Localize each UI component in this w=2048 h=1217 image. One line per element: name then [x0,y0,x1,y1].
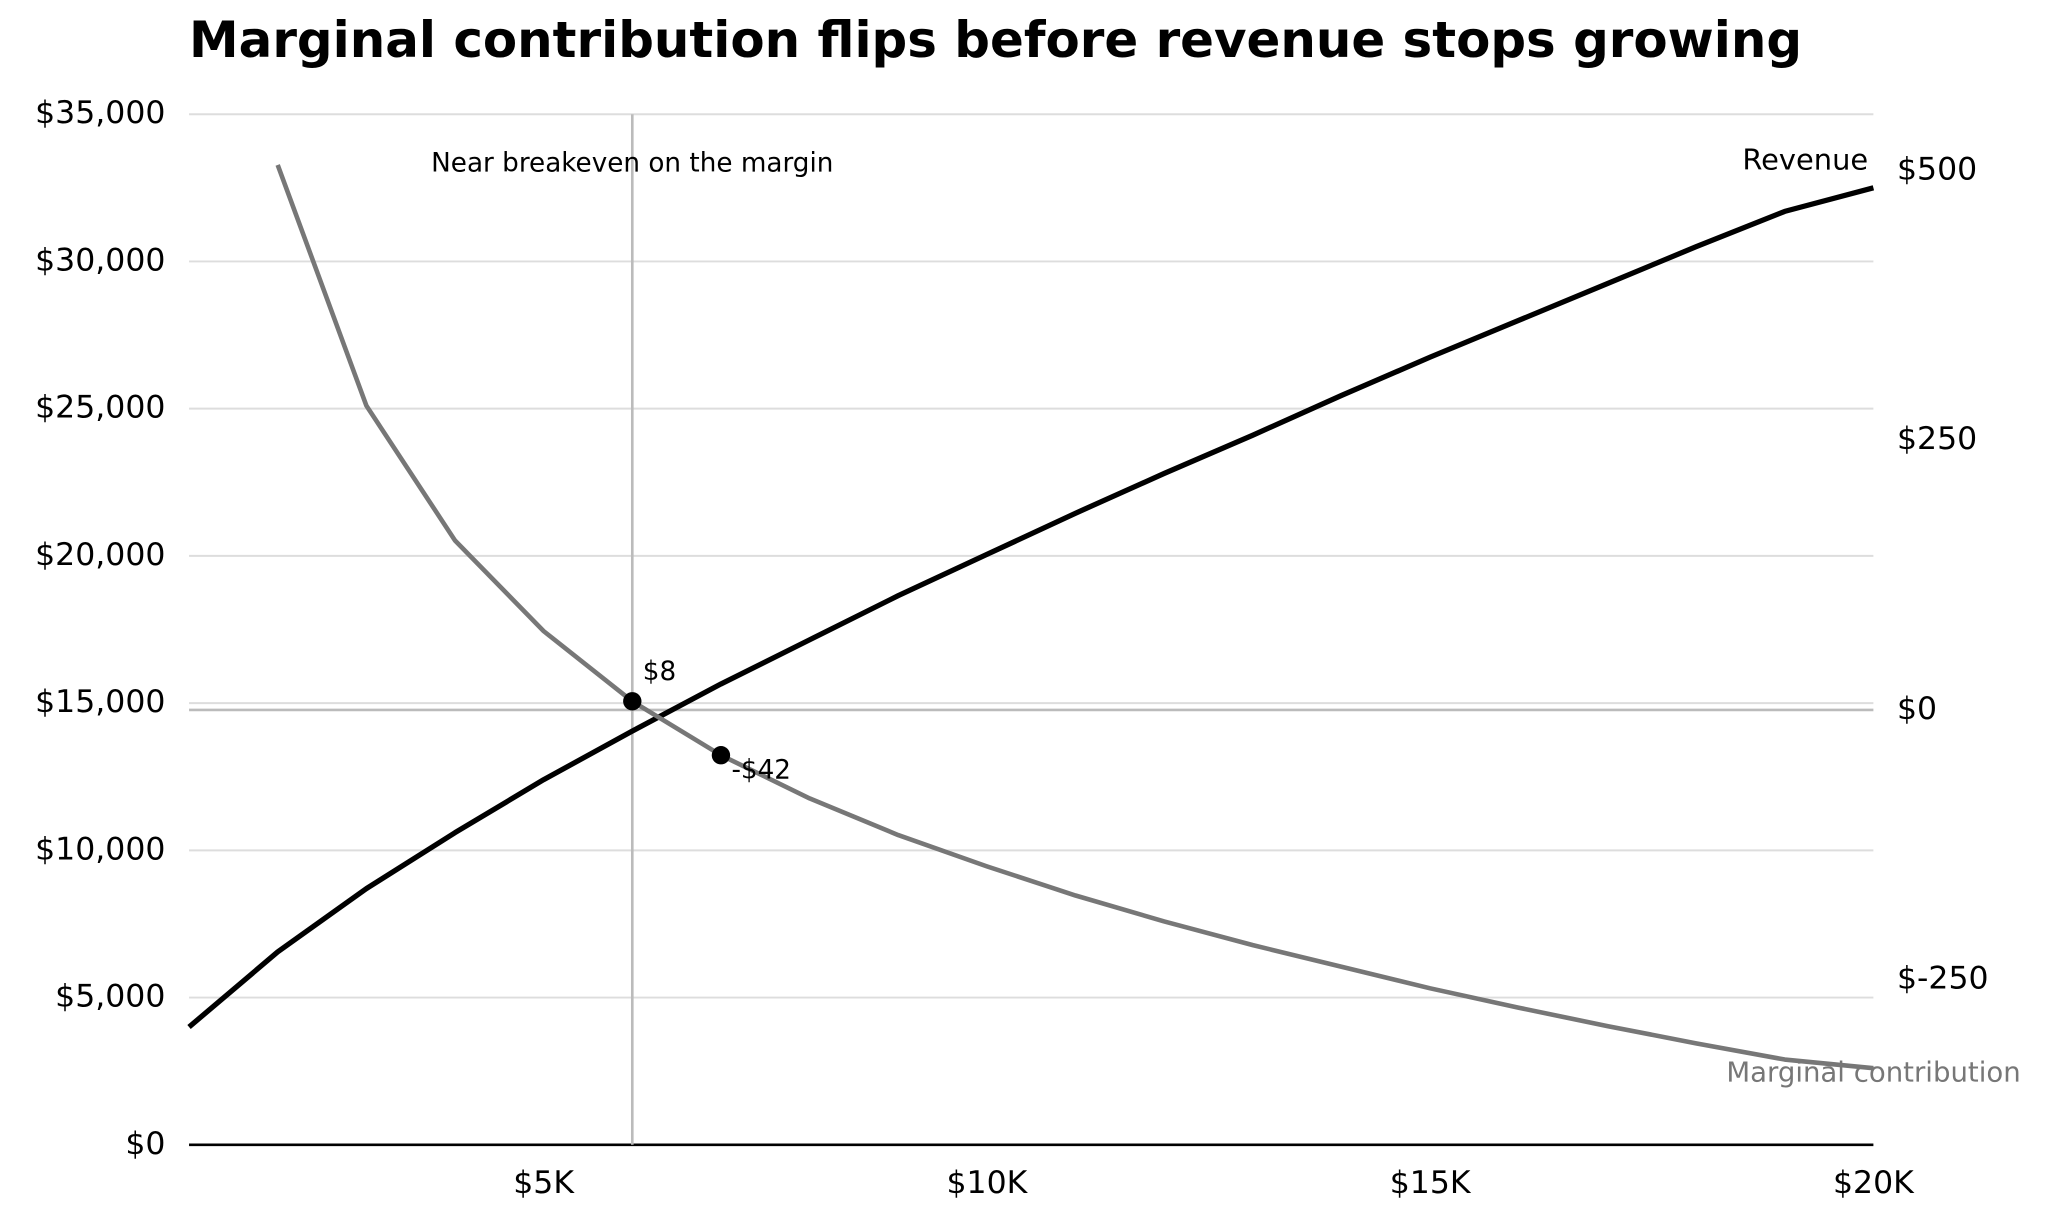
y-tick-label: $10,000 [35,831,165,867]
y2-tick-label: $0 [1897,691,1937,727]
y2-tick-label: $-250 [1897,961,1989,997]
y-tick-label: $15,000 [35,684,165,720]
x-tick-label: $5K [513,1165,575,1201]
y-tick-label: $5,000 [55,979,165,1015]
series-line [275,164,1874,1071]
y-tick-label: $30,000 [35,242,165,278]
y-tick-label: $20,000 [35,537,165,573]
series-label: Marginal contribution [1726,1056,2020,1088]
x-tick-label: $20K [1833,1165,1915,1201]
y2-tick-label: $250 [1897,421,1977,457]
series-label: Revenue [1742,143,1868,177]
y-tick-label: $35,000 [35,95,165,131]
value-label: -$42 [731,755,791,785]
y2-tick-label: $500 [1897,151,1977,187]
highlight-point [711,746,731,765]
chart-title: Marginal contribution flips before reven… [189,11,1802,69]
highlight-point [623,692,642,711]
x-tick-label: $10K [947,1165,1029,1201]
series-line [187,185,1875,1030]
y-tick-label: $25,000 [35,390,165,426]
y-tick-label: $0 [125,1126,165,1162]
value-label: $8 [643,657,676,687]
x-tick-label: $15K [1390,1165,1472,1201]
annotation: Near breakeven on the margin [431,149,833,179]
